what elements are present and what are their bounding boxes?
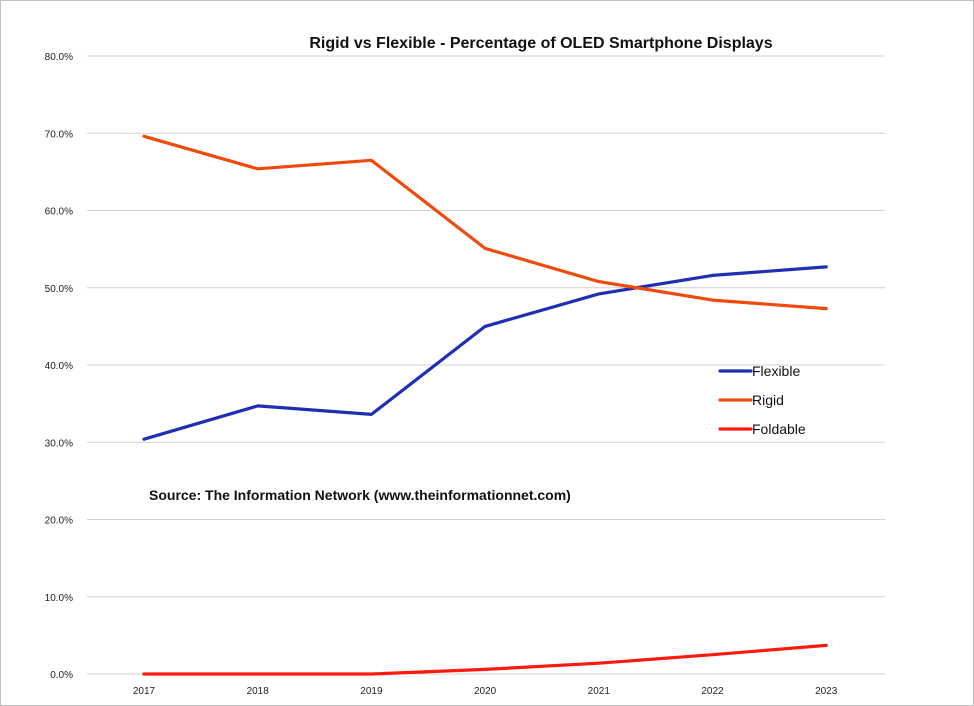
x-tick-label: 2022 [701, 686, 724, 697]
x-tick-label: 2021 [588, 686, 611, 697]
legend-label-flexible: Flexible [752, 363, 800, 379]
series-line-foldable [142, 643, 828, 676]
y-axis-ticks: 0.0% 10.0% 20.0% 30.0% 40.0% 50.0% 60.0% 70.0% 8… [45, 52, 73, 681]
y-tick-label: 80.0% [45, 52, 73, 63]
y-tick-label: 30.0% [45, 438, 73, 449]
x-tick-label: 2018 [247, 686, 270, 697]
x-tick-label: 2019 [360, 686, 383, 697]
y-tick-label: 40.0% [45, 361, 73, 372]
legend: Flexible Rigid Foldable [718, 363, 806, 437]
y-tick-label: 70.0% [45, 129, 73, 140]
series-line-flexible [142, 265, 828, 441]
x-tick-label: 2017 [133, 686, 156, 697]
x-tick-label: 2023 [815, 686, 838, 697]
series-lines [142, 134, 828, 676]
legend-label-foldable: Foldable [752, 421, 806, 437]
legend-label-rigid: Rigid [752, 392, 784, 408]
chart-title: Rigid vs Flexible - Percentage of OLED S… [309, 35, 772, 52]
source-annotation: Source: The Information Network (www.the… [149, 487, 571, 503]
y-tick-label: 50.0% [45, 284, 73, 295]
x-tick-label: 2020 [474, 686, 497, 697]
y-tick-label: 0.0% [50, 670, 73, 681]
y-tick-label: 10.0% [45, 593, 73, 604]
y-tick-label: 60.0% [45, 207, 73, 218]
y-tick-label: 20.0% [45, 516, 73, 527]
x-axis-ticks: 2017 2018 2019 2020 2021 2022 2023 [133, 686, 838, 697]
series-line-rigid [142, 134, 828, 311]
gridlines [87, 55, 885, 675]
